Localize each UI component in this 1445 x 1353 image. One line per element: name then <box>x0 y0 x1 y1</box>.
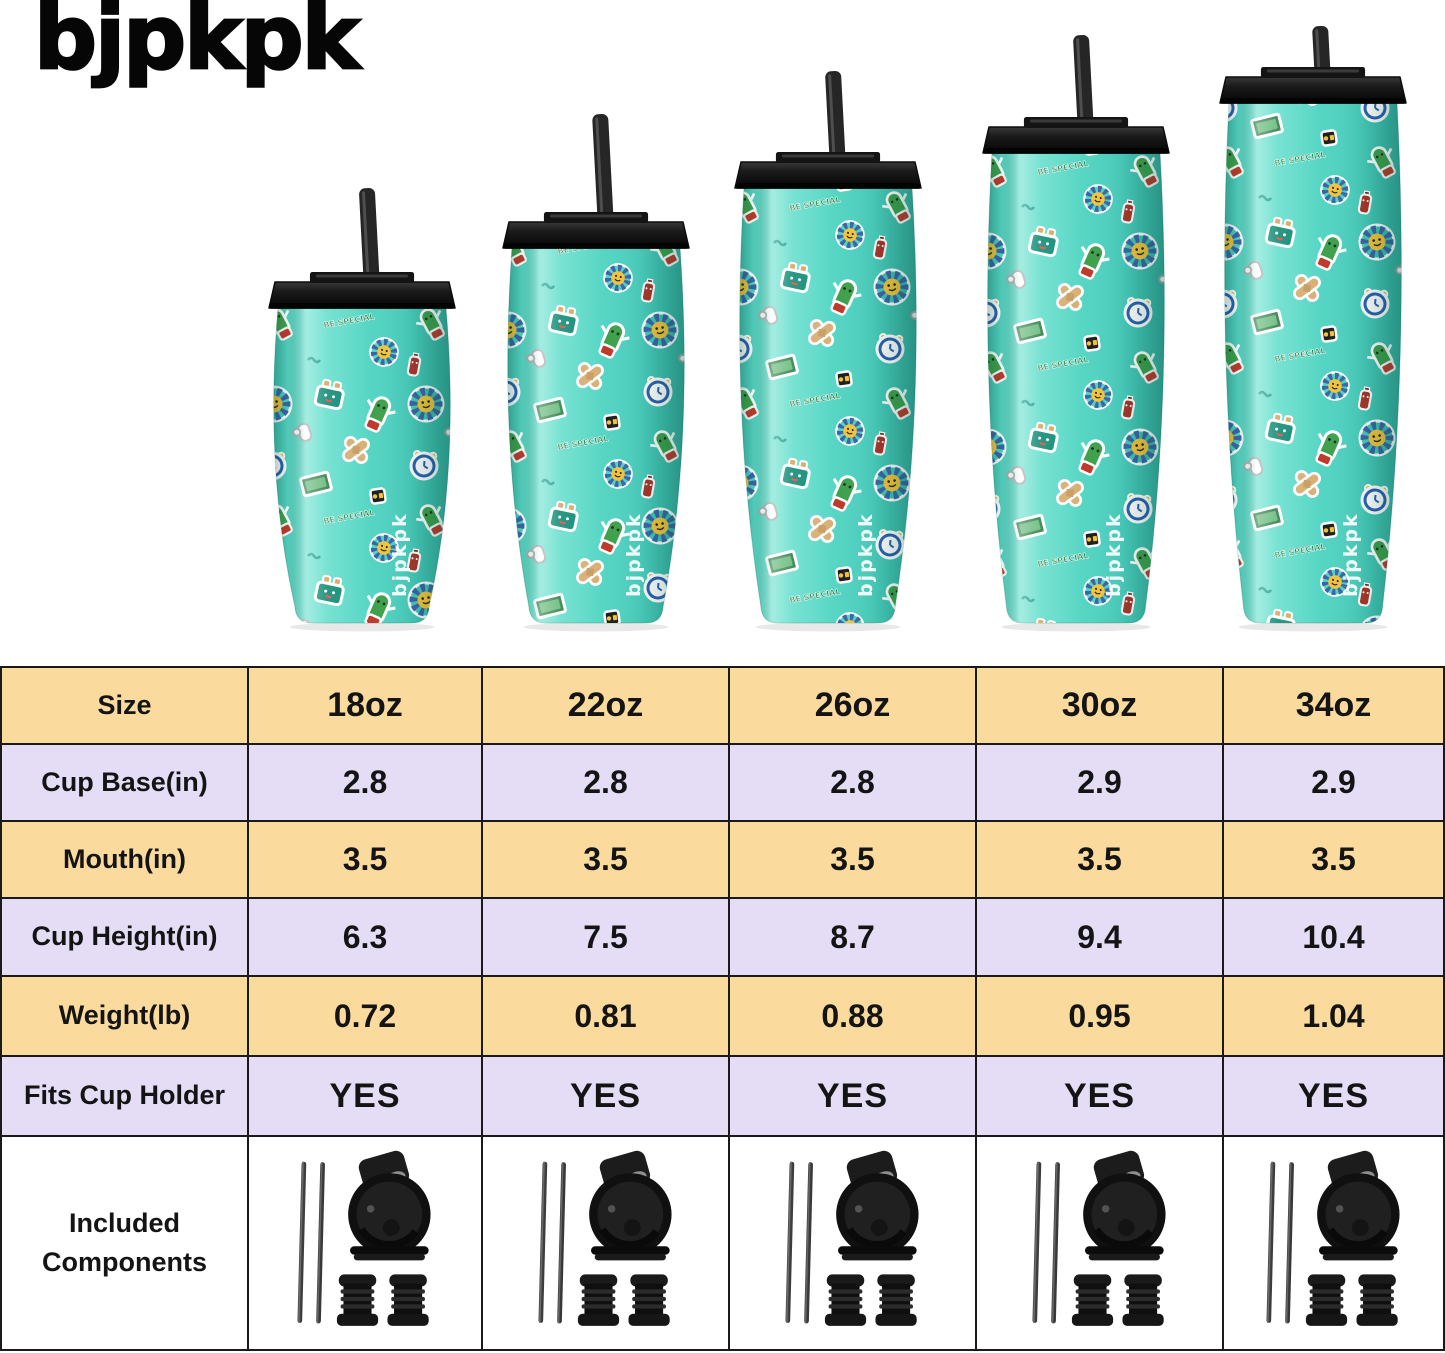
tumbler-shadow <box>523 622 669 632</box>
included-components-cell <box>977 1137 1224 1349</box>
included-components-cell <box>730 1137 977 1349</box>
spec-value-fits-cup-holder: YES <box>1224 1057 1443 1137</box>
size-column-header: 18oz <box>249 668 483 745</box>
included-components-cell <box>249 1137 483 1349</box>
lid-ridge-highlight <box>549 214 643 218</box>
lid-lip <box>983 148 1169 154</box>
tumbler-body-shading <box>1224 103 1402 623</box>
straw-icon <box>359 188 380 293</box>
spec-value-cup-base: 2.9 <box>977 745 1224 822</box>
included-label-line1: Included <box>68 1207 180 1238</box>
spec-value-fits-cup-holder: YES <box>249 1057 483 1137</box>
spec-value-mouth: 3.5 <box>977 822 1224 899</box>
spec-value-weight: 0.95 <box>977 977 1224 1057</box>
tumbler-34oz: bjpkpk <box>1219 25 1407 632</box>
lid-lip <box>1220 98 1406 104</box>
spec-value-weight: 0.88 <box>730 977 977 1057</box>
tumbler-18oz: bjpkpk <box>268 188 456 632</box>
spec-value-mouth: 3.5 <box>730 822 977 899</box>
lid-lip <box>735 183 921 189</box>
tumbler-body-shading <box>987 153 1165 623</box>
tumbler-30oz: bjpkpk <box>982 35 1170 632</box>
spec-value-cup-height: 8.7 <box>730 899 977 977</box>
tumbler-body-shading <box>273 308 451 623</box>
included-components-image <box>258 1147 472 1339</box>
spec-value-fits-cup-holder: YES <box>483 1057 730 1137</box>
lid-lip <box>269 303 455 309</box>
tumbler-watermark: bjpkpk <box>1103 512 1125 597</box>
spec-value-cup-base: 2.8 <box>483 745 730 822</box>
tumbler-watermark: bjpkpk <box>855 512 877 597</box>
size-column-header: 22oz <box>483 668 730 745</box>
tumbler-watermark: bjpkpk <box>1340 512 1362 597</box>
row-label-fits-cup-holder: Fits Cup Holder <box>2 1057 249 1137</box>
spec-value-mouth: 3.5 <box>1224 822 1443 899</box>
straw-icon <box>592 114 614 233</box>
included-components-image <box>1227 1147 1441 1339</box>
tumbler-26oz: bjpkpk <box>734 71 922 632</box>
row-label-included-components: Included Components <box>2 1137 249 1349</box>
tumbler-shadow <box>1001 622 1151 632</box>
row-label-cup-base: Cup Base(in) <box>2 745 249 822</box>
spec-value-cup-base: 2.8 <box>249 745 483 822</box>
lid-lip <box>503 243 689 249</box>
row-label-size: Size <box>2 668 249 745</box>
spec-value-mouth: 3.5 <box>249 822 483 899</box>
tumbler-shadow <box>1238 622 1388 632</box>
tumbler-watermark: bjpkpk <box>389 512 411 597</box>
included-components-image <box>499 1147 713 1339</box>
spec-value-fits-cup-holder: YES <box>977 1057 1224 1137</box>
spec-table: Size 18oz 22oz 26oz 30oz 34oz Cup Base(i… <box>0 666 1445 1351</box>
spec-value-fits-cup-holder: YES <box>730 1057 977 1137</box>
row-label-weight: Weight(lb) <box>2 977 249 1057</box>
tumbler-shadow <box>755 622 901 632</box>
spec-value-cup-base: 2.8 <box>730 745 977 822</box>
row-label-mouth: Mouth(in) <box>2 822 249 899</box>
spec-value-cup-height: 6.3 <box>249 899 483 977</box>
spec-value-weight: 0.72 <box>249 977 483 1057</box>
brand-logo: bjpkpk <box>33 0 362 90</box>
spec-value-weight: 0.81 <box>483 977 730 1057</box>
tumbler-watermark: bjpkpk <box>623 512 645 597</box>
spec-value-cup-height: 9.4 <box>977 899 1224 977</box>
straw-icon <box>825 71 846 173</box>
tumbler-22oz: bjpkpk <box>502 114 690 632</box>
straw-icon <box>1073 35 1094 138</box>
spec-value-cup-base: 2.9 <box>1224 745 1443 822</box>
included-label-line2: Components <box>42 1247 207 1277</box>
lid-ridge-highlight <box>1029 119 1123 123</box>
included-components-image <box>746 1147 960 1339</box>
lid-ridge-highlight <box>1266 69 1360 73</box>
tumbler-body-shading <box>739 188 917 623</box>
spec-value-cup-height: 7.5 <box>483 899 730 977</box>
included-components-cell <box>483 1137 730 1349</box>
included-components-image <box>993 1147 1207 1339</box>
included-components-cell <box>1224 1137 1443 1349</box>
tumbler-shadow <box>289 622 435 632</box>
tumbler-body-shading <box>507 248 685 623</box>
row-label-cup-height: Cup Height(in) <box>2 899 249 977</box>
lid-ridge-highlight <box>315 274 409 278</box>
size-column-header: 30oz <box>977 668 1224 745</box>
spec-value-weight: 1.04 <box>1224 977 1443 1057</box>
size-column-header: 34oz <box>1224 668 1443 745</box>
spec-value-mouth: 3.5 <box>483 822 730 899</box>
spec-value-cup-height: 10.4 <box>1224 899 1443 977</box>
lid-ridge-highlight <box>781 154 875 158</box>
size-column-header: 26oz <box>730 668 977 745</box>
